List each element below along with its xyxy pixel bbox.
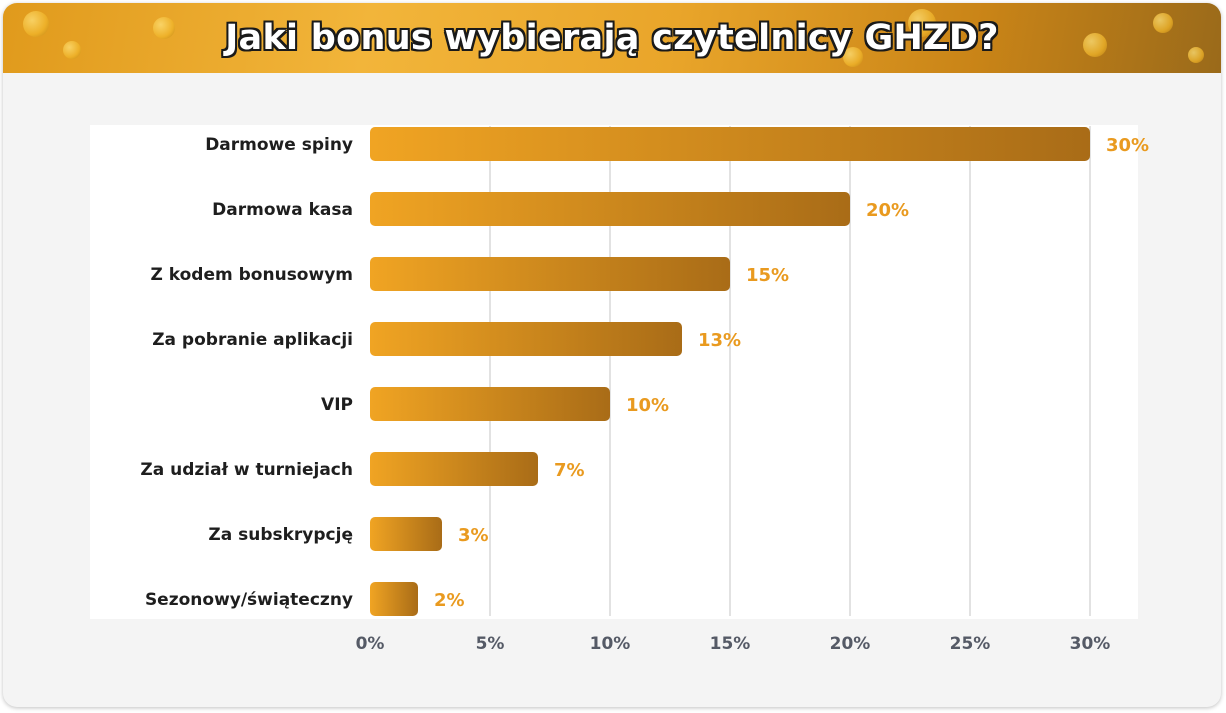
coin-decoration: [1083, 33, 1107, 57]
labels: 0% 5% 10% 15% 20% 25% 30% Darmowe spiny 30% Darmo…: [140, 135, 1149, 654]
bar: [370, 387, 610, 421]
x-tick-label: 0%: [356, 634, 385, 654]
category-label: Z kodem bonusowym: [151, 265, 353, 285]
value-label: 2%: [434, 590, 465, 611]
bar: [370, 322, 682, 356]
value-label: 30%: [1106, 135, 1149, 156]
x-tick-label: 15%: [710, 634, 751, 654]
value-label: 3%: [458, 525, 489, 546]
category-label: Za subskrypcję: [208, 525, 353, 545]
category-label: Za udział w turniejach: [140, 460, 353, 480]
value-label: 20%: [866, 200, 909, 221]
coin-decoration: [1188, 47, 1204, 63]
coin-decoration: [1153, 13, 1173, 33]
bar: [370, 192, 850, 226]
value-label: 15%: [746, 265, 789, 286]
bar: [370, 127, 1090, 161]
bars: [370, 127, 1090, 616]
value-label: 7%: [554, 460, 585, 481]
category-label: Sezonowy/świąteczny: [145, 590, 353, 610]
category-label: Darmowa kasa: [212, 200, 353, 220]
bar: [370, 582, 418, 616]
coin-decoration: [843, 47, 863, 67]
coin-decoration: [153, 17, 175, 39]
chart-card: Jaki bonus wybierają czytelnicy GHZD?: [3, 3, 1221, 707]
coin-decoration: [908, 9, 936, 37]
value-label: 10%: [626, 395, 669, 416]
x-tick-label: 25%: [950, 634, 991, 654]
category-label: VIP: [321, 395, 353, 415]
chart-title: Jaki bonus wybierają czytelnicy GHZD?: [225, 18, 999, 58]
bar: [370, 257, 730, 291]
coin-decoration: [63, 41, 81, 59]
x-tick-label: 5%: [476, 634, 505, 654]
coin-decoration: [23, 11, 49, 37]
category-label: Darmowe spiny: [205, 135, 353, 155]
category-label: Za pobranie aplikacji: [152, 330, 353, 350]
x-tick-label: 10%: [590, 634, 631, 654]
x-tick-label: 30%: [1070, 634, 1111, 654]
bar: [370, 517, 442, 551]
value-label: 13%: [698, 330, 741, 351]
bar: [370, 452, 538, 486]
x-tick-label: 20%: [830, 634, 871, 654]
title-banner: Jaki bonus wybierają czytelnicy GHZD?: [3, 3, 1221, 73]
